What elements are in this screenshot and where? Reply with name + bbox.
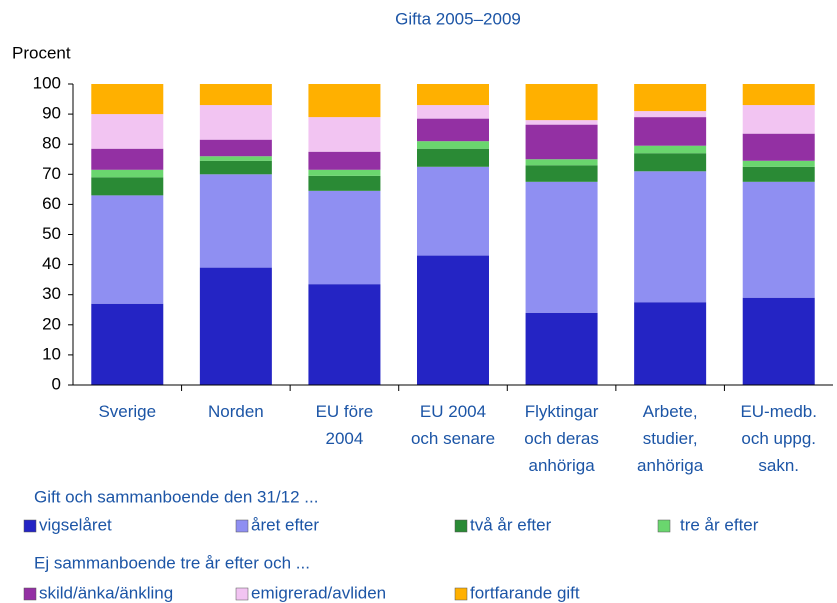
bar-segment: [91, 114, 164, 149]
bar-segment: [308, 117, 381, 152]
bar-segment: [417, 84, 489, 106]
bar-segment: [91, 303, 164, 385]
bar-segment: [742, 166, 815, 182]
bar-segment: [199, 156, 272, 161]
legend-label: två år efter: [470, 515, 552, 534]
y-tick-label: 50: [42, 224, 61, 243]
bar-segment: [634, 117, 707, 146]
bar-segment: [634, 171, 707, 303]
bar-segment: [308, 190, 381, 285]
legend-label: tre år efter: [680, 515, 759, 534]
bar-segment: [634, 145, 707, 154]
bar-segment: [634, 84, 707, 112]
bar-segment: [417, 255, 489, 385]
x-tick-label: EU-medb. och uppg. sakn.: [740, 402, 817, 475]
chart-title: Gifta 2005–2009: [395, 9, 521, 28]
bar-segment: [525, 181, 598, 313]
bar-segment: [199, 84, 272, 106]
y-tick-label: 70: [42, 164, 61, 183]
y-tick-label: 60: [42, 194, 61, 213]
y-tick-label: 80: [42, 134, 61, 153]
legend-title: Ej sammanboende tre år efter och ...: [34, 553, 310, 572]
legend-swatch: [23, 587, 37, 601]
legend-title: Gift och sammanboende den 31/12 ...: [34, 487, 318, 506]
bar-segment: [308, 175, 381, 191]
bar-segment: [634, 111, 707, 118]
bar-segment: [91, 177, 164, 196]
y-tick-label: 90: [42, 104, 61, 123]
bar-segment: [634, 153, 707, 172]
bar-segment: [308, 169, 381, 176]
legend-label: vigselåret: [39, 515, 112, 534]
y-tick-label: 10: [42, 344, 61, 363]
x-tick-label: EU 2004 och senare: [411, 402, 495, 448]
x-tick-label: EU före 2004: [316, 402, 374, 448]
legend-label: fortfarande gift: [470, 583, 580, 602]
legend-label: året efter: [251, 515, 319, 534]
y-tick-label: 0: [52, 374, 61, 393]
bar-segment: [525, 124, 598, 160]
bar-segment: [308, 284, 381, 385]
legend-swatch: [235, 587, 249, 601]
y-axis-label: Procent: [12, 43, 71, 62]
bar-segment: [199, 267, 272, 385]
legend-swatch: [235, 519, 249, 533]
bar-segment: [742, 84, 815, 106]
y-tick-label: 30: [42, 284, 61, 303]
bar-segment: [91, 169, 164, 178]
x-tick-label: Flyktingar och deras anhöriga: [524, 402, 599, 475]
legend-swatch: [23, 519, 37, 533]
bar-segment: [417, 148, 489, 167]
bar-segment: [91, 195, 164, 304]
bar-segment: [417, 105, 489, 119]
bar-segment: [742, 181, 815, 298]
bar-segment: [199, 105, 272, 140]
bar-segment: [634, 302, 707, 385]
bar-segment: [417, 141, 489, 149]
bar-segment: [199, 139, 272, 157]
y-tick-label: 40: [42, 254, 61, 273]
legend-swatch: [454, 519, 468, 533]
legend-swatch: [454, 587, 468, 601]
bar-segment: [525, 312, 598, 385]
bar-segment: [199, 160, 272, 175]
bar-segment: [91, 84, 164, 115]
bar-segment: [742, 160, 815, 167]
bar-segment: [199, 174, 272, 268]
bar-segment: [742, 133, 815, 161]
bar-segment: [417, 166, 489, 256]
bar-segment: [742, 105, 815, 134]
bar-segment: [91, 148, 164, 170]
bar-segment: [525, 84, 598, 121]
y-tick-label: 100: [33, 73, 61, 92]
legend-label: skild/änka/änkling: [39, 583, 173, 602]
bar-segment: [308, 84, 381, 118]
bar-segment: [525, 159, 598, 166]
x-tick-label: Sverige: [98, 402, 156, 421]
x-tick-label: Norden: [208, 402, 264, 421]
bar-segment: [742, 297, 815, 385]
bar-segment: [308, 151, 381, 170]
bar-segment: [417, 118, 489, 142]
bar-segment: [525, 120, 598, 125]
bar-segment: [525, 165, 598, 182]
legend-swatch: [657, 519, 671, 533]
x-tick-label: Arbete, studier, anhöriga: [637, 402, 704, 475]
y-tick-label: 20: [42, 314, 61, 333]
legend-label: emigrerad/avliden: [251, 583, 386, 602]
